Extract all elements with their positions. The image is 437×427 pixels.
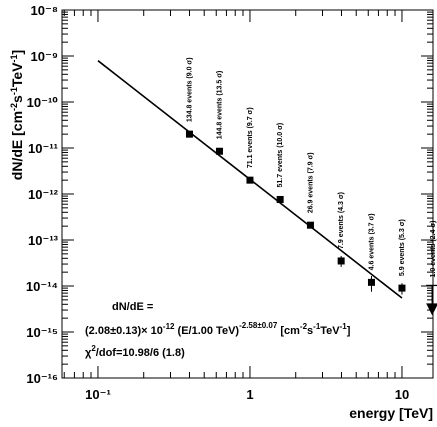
x-axis-title: energy [TeV] — [349, 405, 433, 421]
data-point — [246, 176, 254, 184]
event-count-label: 5.9 events (5.3 σ) — [399, 219, 406, 276]
data-point — [306, 221, 314, 229]
x-tick-label: 10 — [395, 387, 409, 402]
y-tick-label: 10⁻¹¹ — [28, 141, 58, 156]
annotation-line-2: (2.08±0.13)× 10-12 (E/1.00 TeV)-2.58±0.0… — [85, 321, 351, 337]
event-count-label: 4.6 events (3.7 σ) — [368, 213, 375, 270]
event-count-label: 71.1 events (9.7 σ) — [247, 107, 254, 168]
y-tick-label: 10⁻¹² — [28, 187, 59, 202]
event-count-label: 134.8 events (9.0 σ) — [186, 57, 193, 122]
y-tick-label: 10⁻⁹ — [31, 49, 59, 64]
y-tick-label: 10⁻¹³ — [28, 233, 59, 248]
data-point — [398, 284, 406, 292]
y-tick-label: 10⁻¹⁶ — [26, 371, 58, 386]
y-tick-label: 10⁻⁸ — [31, 3, 58, 18]
x-tick-label: 1 — [246, 387, 253, 402]
annotation-line-3: χ2/dof=10.98/6 (1.8) — [85, 344, 185, 359]
event-count-label: 51.7 events (10.0 σ) — [277, 123, 284, 188]
data-point — [276, 195, 284, 203]
y-axis-title: dN/dE [cm-2s-1TeV-1] — [9, 50, 25, 180]
upper-limit-label: 1.0 events (2.4 σ) — [430, 220, 437, 277]
fit-annotation: dN/dE = (2.08±0.13)× 10-12 (E/1.00 TeV)-… — [85, 301, 351, 359]
event-count-label: 7.9 events (4.3 σ) — [338, 192, 345, 249]
data-point — [215, 147, 223, 155]
upper-limit-arrow — [426, 303, 437, 316]
data-point — [367, 278, 375, 286]
data-point — [185, 130, 193, 138]
event-count-label: 144.8 events (13.5 σ) — [216, 71, 223, 140]
annotation-line-1: dN/dE = — [112, 301, 153, 313]
y-tick-label: 10⁻¹⁵ — [26, 325, 58, 340]
y-tick-label: 10⁻¹⁰ — [27, 95, 59, 110]
event-count-label: 26.9 events (7.9 σ) — [307, 152, 314, 213]
y-tick-label: 10⁻¹⁴ — [26, 279, 58, 294]
x-tick-label: 10⁻¹ — [85, 387, 111, 402]
data-point — [337, 257, 345, 265]
